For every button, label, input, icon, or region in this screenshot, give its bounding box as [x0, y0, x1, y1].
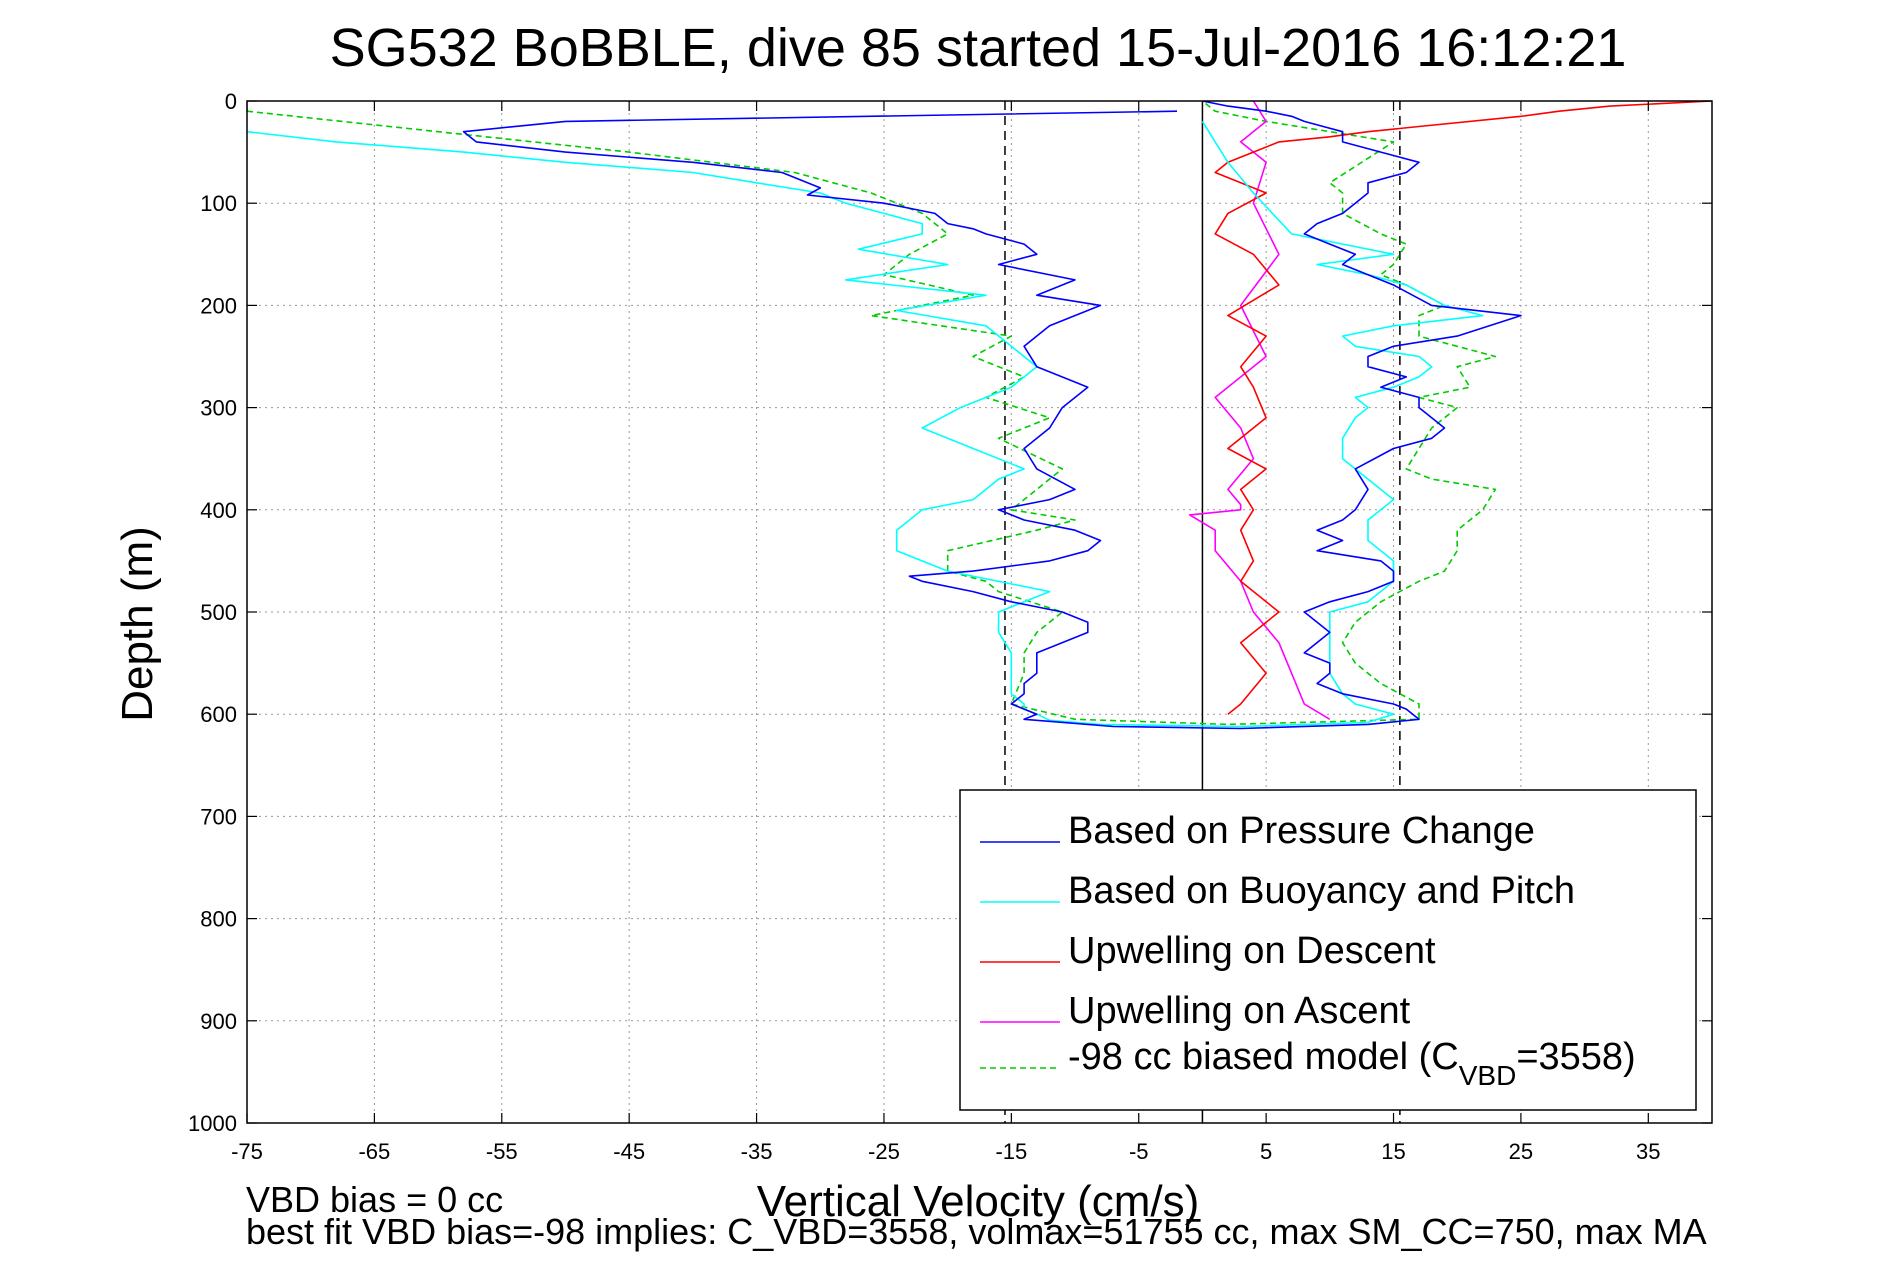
- legend-box: [959, 789, 1697, 1111]
- series-line: [247, 120, 1484, 728]
- y-tick-label: 600: [200, 702, 237, 727]
- y-tick-label: 500: [200, 600, 237, 625]
- y-tick-label: 100: [200, 191, 237, 216]
- x-tick-label: -5: [1129, 1139, 1149, 1164]
- x-tick-label: -15: [995, 1139, 1027, 1164]
- legend-label: Based on Buoyancy and Pitch: [1068, 870, 1575, 912]
- y-tick-label: 300: [200, 396, 237, 421]
- x-tick-label: 5: [1260, 1139, 1272, 1164]
- y-tick-label: 1000: [188, 1111, 237, 1136]
- y-axis-label: Depth (m): [113, 526, 162, 722]
- x-tick-label: 25: [1509, 1139, 1533, 1164]
- x-tick-label: -25: [868, 1139, 900, 1164]
- legend-label: Upwelling on Descent: [1068, 930, 1436, 972]
- y-tick-label: 200: [200, 293, 237, 318]
- x-tick-label: -45: [613, 1139, 645, 1164]
- y-tick-label: 400: [200, 498, 237, 523]
- series-line: [1214, 101, 1712, 715]
- x-tick-label: 15: [1381, 1139, 1405, 1164]
- x-tick-label: -35: [741, 1139, 773, 1164]
- legend: Based on Pressure Change Based on Buoyanc…: [959, 789, 1697, 1111]
- chart-title: SG532 BoBBLE, dive 85 started 15-Jul-201…: [330, 18, 1627, 78]
- x-tick-label: 35: [1636, 1139, 1660, 1164]
- legend-label: Upwelling on Ascent: [1068, 990, 1411, 1032]
- legend-label: Based on Pressure Change: [1068, 810, 1535, 852]
- y-tick-label: 700: [200, 804, 237, 829]
- y-tick-label: 0: [225, 89, 237, 114]
- footer-line-2: best fit VBD bias=-98 implies: C_VBD=355…: [246, 1211, 1707, 1252]
- x-axis-label: Vertical Velocity (cm/s): [757, 1177, 1200, 1226]
- y-tick-label: 900: [200, 1009, 237, 1034]
- x-tick-label: -65: [358, 1139, 390, 1164]
- y-tick-label: 800: [200, 907, 237, 932]
- footer-line-1: VBD bias = 0 cc: [246, 1179, 503, 1220]
- x-tick-label: -75: [231, 1139, 263, 1164]
- x-tick-label: -55: [486, 1139, 518, 1164]
- series-line: [462, 101, 1522, 730]
